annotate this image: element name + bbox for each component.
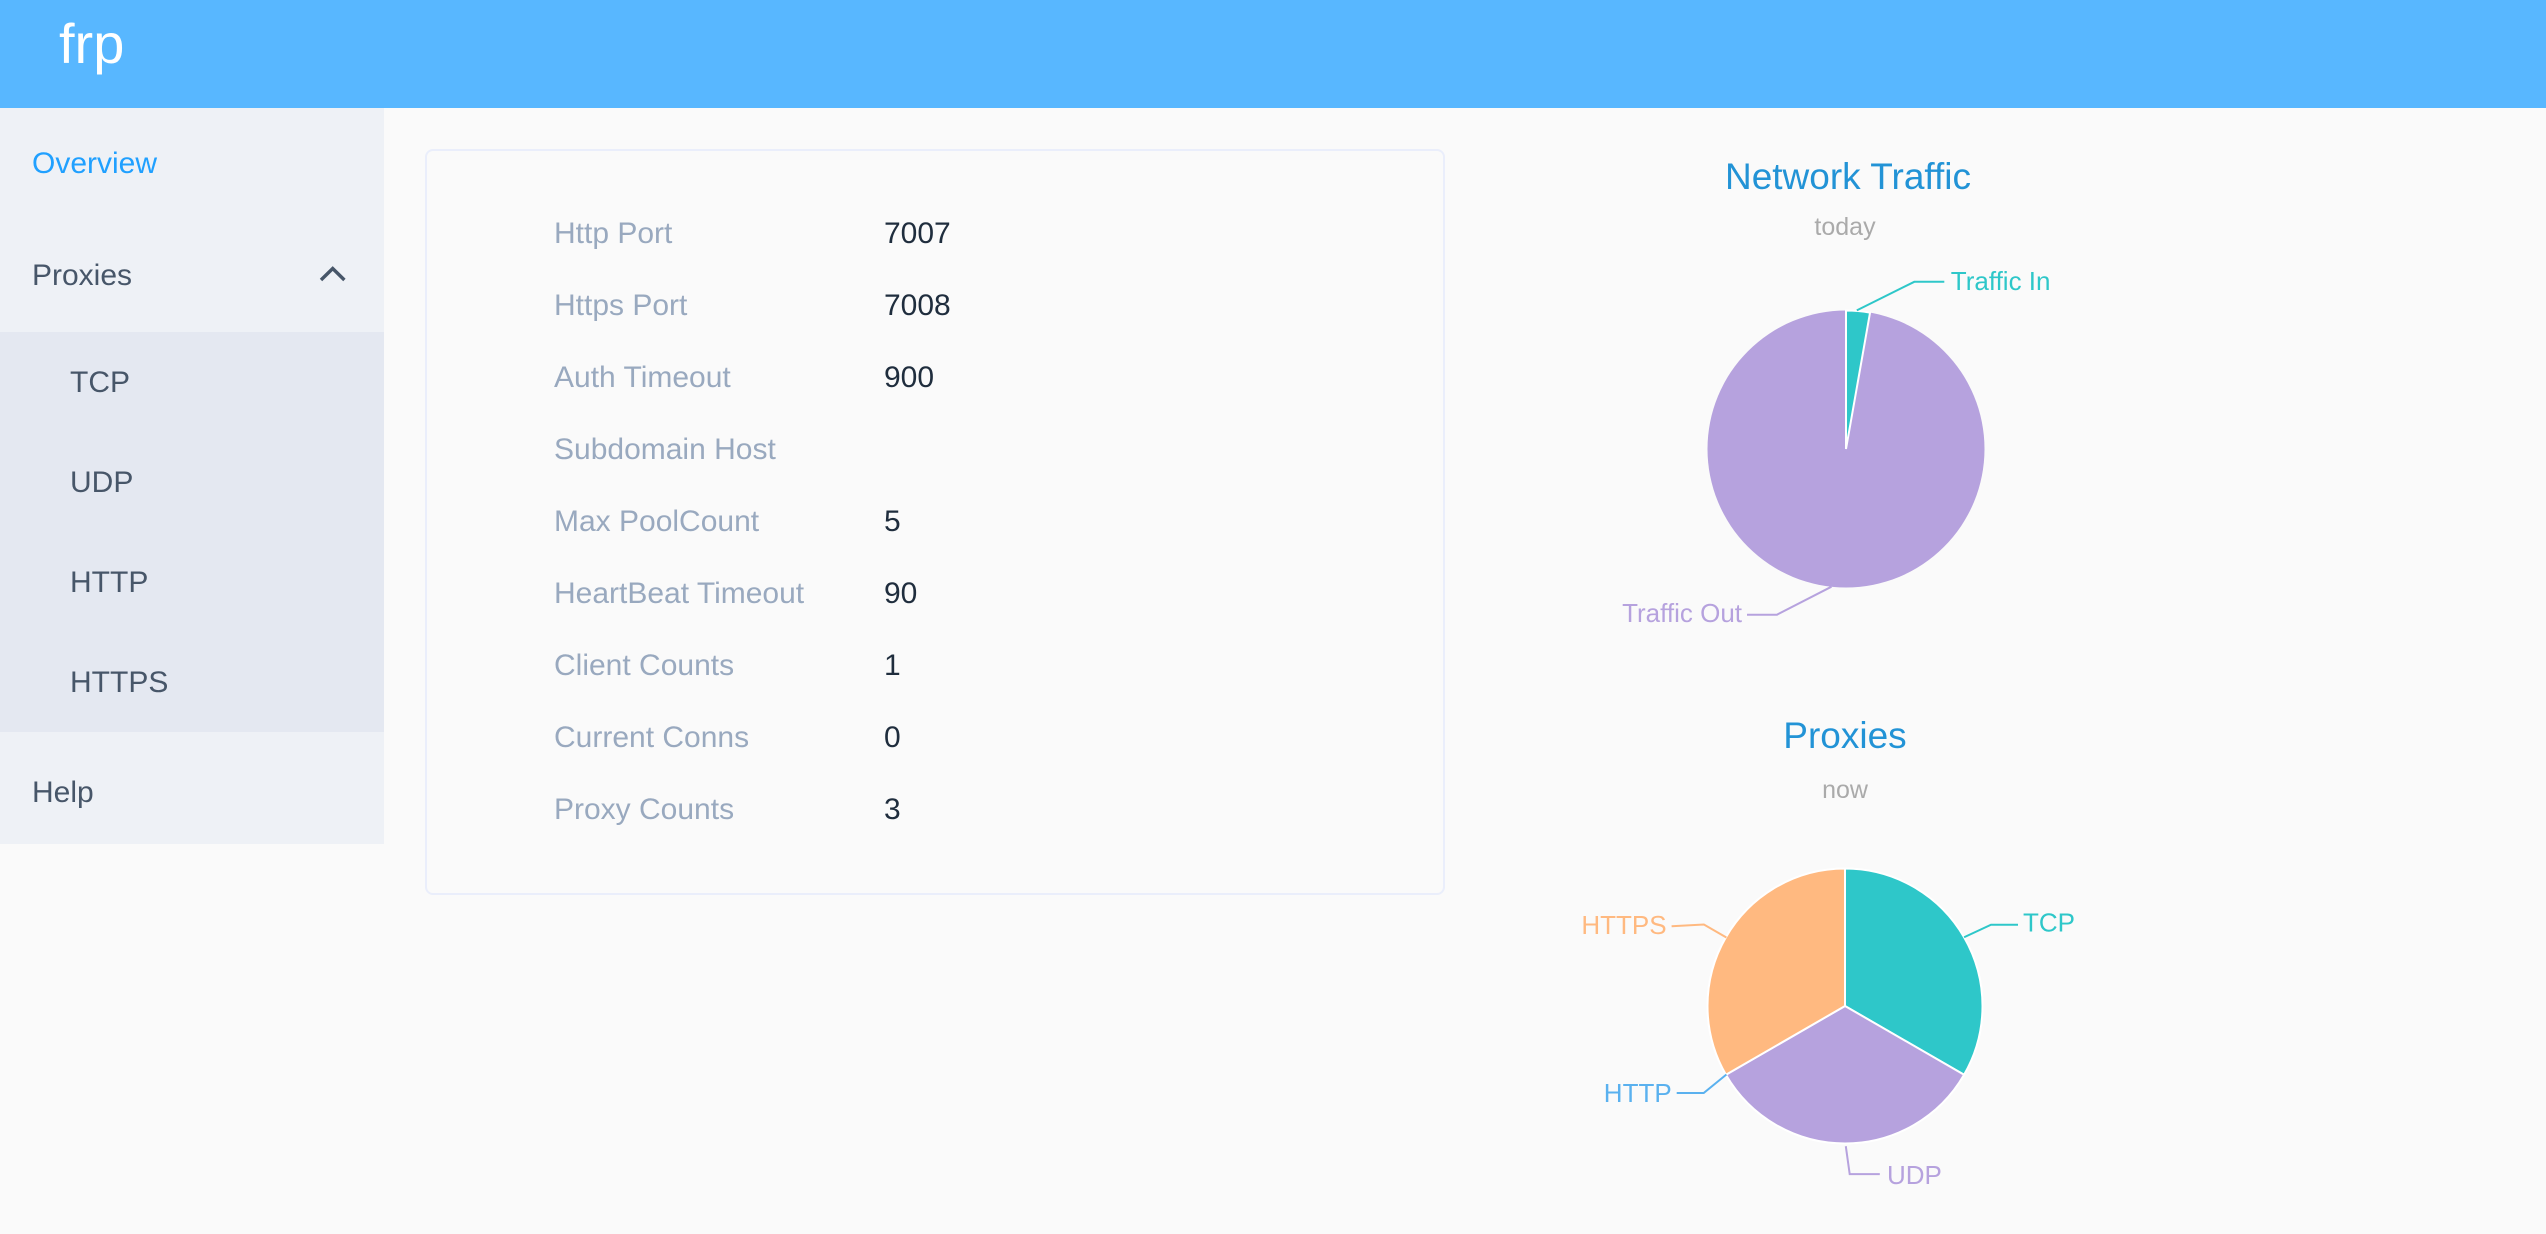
svg-text:today: today bbox=[1814, 213, 1876, 241]
svg-text:Traffic Out: Traffic Out bbox=[1622, 598, 1743, 628]
svg-text:now: now bbox=[1822, 776, 1869, 804]
svg-text:Traffic In: Traffic In bbox=[1951, 266, 2051, 296]
svg-text:Proxies: Proxies bbox=[1783, 715, 1906, 756]
svg-text:HTTPS: HTTPS bbox=[1581, 910, 1666, 940]
svg-text:UDP: UDP bbox=[1887, 1160, 1942, 1190]
svg-text:TCP: TCP bbox=[2023, 907, 2075, 937]
svg-text:Network Traffic: Network Traffic bbox=[1725, 156, 1971, 197]
svg-text:HTTP: HTTP bbox=[1604, 1078, 1672, 1108]
